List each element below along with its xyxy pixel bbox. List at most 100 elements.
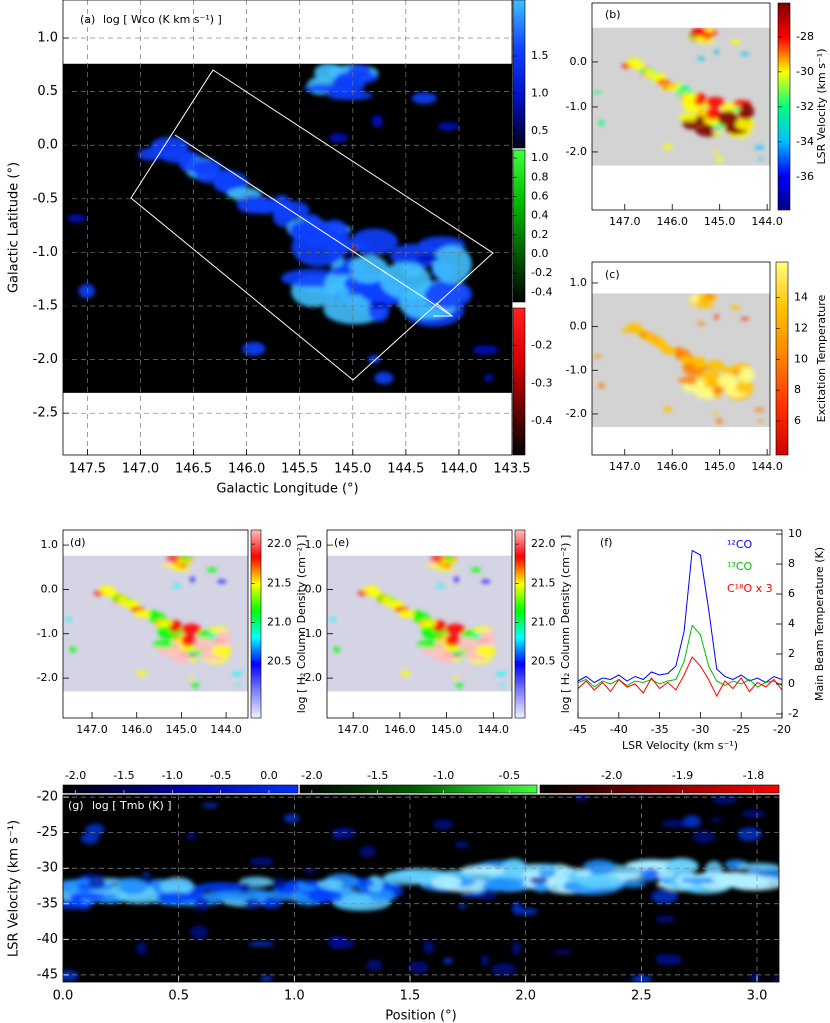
colorbar-tick-label: 0.6 xyxy=(531,189,549,202)
emission-blob xyxy=(501,858,527,876)
emission-blob xyxy=(136,941,148,956)
colorbar-tick-label: -0.2 xyxy=(531,266,552,279)
emission-blob xyxy=(250,199,278,215)
y-tick-label: -35 xyxy=(37,896,58,911)
emission-blob xyxy=(709,817,724,823)
emission-blob xyxy=(454,576,459,583)
x-tick-label: 146.0 xyxy=(384,723,416,736)
y-tick-label: -2.5 xyxy=(33,406,58,421)
emission-blob xyxy=(326,90,373,101)
emission-blob xyxy=(304,867,316,874)
emission-blob xyxy=(292,221,329,237)
emission-blob xyxy=(754,145,765,150)
emission-blob xyxy=(705,360,725,372)
y-tick-label: 2 xyxy=(788,647,795,660)
emission-blob xyxy=(358,846,376,858)
y-tick-label: 1.0 xyxy=(37,31,58,46)
emission-blob xyxy=(454,840,470,849)
emission-blob xyxy=(697,56,706,61)
emission-blob xyxy=(172,639,183,643)
emission-blob xyxy=(666,348,678,355)
emission-blob xyxy=(421,620,437,627)
emission-blob xyxy=(500,683,505,687)
y-tick-label: -2.0 xyxy=(301,671,322,684)
y-tick-label: -40 xyxy=(37,932,58,947)
emission-blob xyxy=(574,869,592,877)
emission-blob xyxy=(283,813,300,823)
colorbar-tick-label: -2.0 xyxy=(65,769,86,782)
emission-blob xyxy=(242,341,266,356)
emission-blob xyxy=(714,314,719,320)
colorbar-tick-label: -0.3 xyxy=(531,376,552,389)
emission-blob xyxy=(738,367,755,383)
colorbar xyxy=(512,0,526,149)
emission-blob xyxy=(481,579,491,584)
colorbar-tick-label: -1.0 xyxy=(433,769,454,782)
emission-blob xyxy=(445,623,466,635)
emission-blob xyxy=(369,894,397,902)
emission-blob xyxy=(687,301,707,306)
emission-blob xyxy=(348,64,371,77)
x-tick-label: 145.0 xyxy=(704,460,736,473)
panel-label: (b) xyxy=(605,8,621,21)
y-tick-label: 0.0 xyxy=(305,582,323,595)
x-tick-label: 1.0 xyxy=(284,989,305,1004)
emission-blob xyxy=(156,891,196,904)
emission-blob xyxy=(697,321,706,326)
y-axis-label: Main Beam Temperature (K) xyxy=(813,547,826,701)
x-tick-label: 144.5 xyxy=(387,462,424,477)
emission-blob xyxy=(88,875,106,890)
plot-background xyxy=(578,530,782,718)
emission-blob xyxy=(732,370,741,375)
colorbar-tick-label: -2.0 xyxy=(301,769,322,782)
emission-blob xyxy=(715,418,723,424)
pv-arrow xyxy=(433,302,454,317)
emission-blob xyxy=(705,107,722,120)
emission-blob xyxy=(416,254,439,263)
emission-blob xyxy=(436,639,447,643)
x-tick-label: 144.0 xyxy=(440,462,477,477)
colorbar-tick-label: 0.8 xyxy=(531,170,549,183)
y-tick-label: -30 xyxy=(37,861,58,876)
emission-blob xyxy=(738,103,755,120)
emission-blob xyxy=(140,611,152,618)
y-tick-label: 8 xyxy=(788,557,795,570)
emission-blob xyxy=(436,584,445,589)
map-emission xyxy=(328,555,507,688)
x-tick-label: 147.0 xyxy=(122,462,159,477)
emission-blob xyxy=(737,827,762,841)
x-tick-label: 147.0 xyxy=(609,215,641,228)
emission-blob xyxy=(411,92,438,104)
colorbar-tick-label: 10 xyxy=(794,352,808,365)
x-tick-label: 147.0 xyxy=(609,460,641,473)
plot-frame xyxy=(591,261,771,456)
colorbar-tick-label: -1.5 xyxy=(367,769,388,782)
x-tick-label: 143.5 xyxy=(493,462,530,477)
y-tick-label: 0.0 xyxy=(570,320,588,333)
emission-blob xyxy=(717,373,738,389)
marker xyxy=(351,244,359,252)
emission-blob xyxy=(426,564,447,568)
emission-blob xyxy=(407,961,429,974)
emission-blob xyxy=(512,901,522,916)
x-tick-label: 147.0 xyxy=(76,723,108,736)
colorbar-tick-label: -1.5 xyxy=(113,769,134,782)
colorbar-tick-label: 21.5 xyxy=(267,576,292,589)
x-tick-label: -30 xyxy=(691,723,709,736)
colorbar xyxy=(777,2,791,211)
colorbar-label: log [ H₂ Column Density (cm⁻²) ] xyxy=(559,535,572,714)
x-tick-label: -35 xyxy=(651,723,669,736)
pv-cut xyxy=(174,134,453,317)
emission-blob xyxy=(189,925,208,940)
emission-blob xyxy=(136,670,147,677)
y-tick-label: -2.0 xyxy=(566,407,587,420)
emission-blob xyxy=(170,641,183,652)
emission-blob xyxy=(683,815,702,828)
colorbar-tick-label: -0.4 xyxy=(531,414,552,427)
emission-blob xyxy=(717,110,738,127)
colorbar xyxy=(299,784,538,794)
colorbar-tick-label: -0.5 xyxy=(499,769,520,782)
emission-blob xyxy=(381,595,392,606)
emission-blob xyxy=(434,641,447,652)
panel-annotation: log [ Tmb (K) ] xyxy=(92,799,172,812)
